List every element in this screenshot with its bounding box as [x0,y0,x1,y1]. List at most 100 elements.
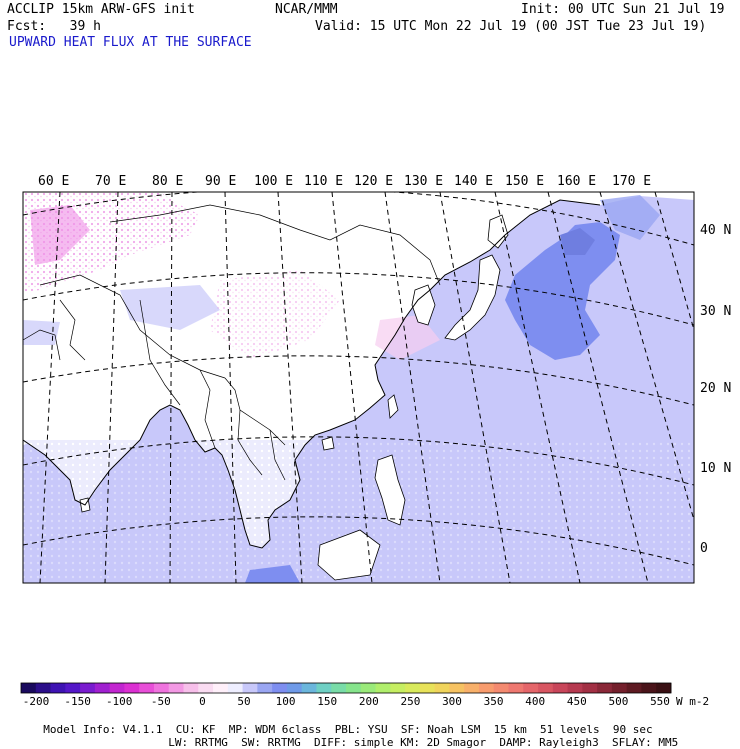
colorbar-swatch [286,683,303,693]
pacific-blue-ne [600,195,660,240]
colorbar-tick-label: 150 [317,695,337,708]
japan-island [444,254,501,341]
colorbar-swatch [626,683,642,693]
colorbar-swatch [641,683,657,693]
model-title: ACCLIP 15km ARW-GFS init [7,2,195,17]
asia-landmass [23,192,694,548]
colorbar-swatch [50,683,66,693]
graticule [23,192,694,583]
sf-scheme: SF: Noah LSM [400,723,481,736]
colorbar-swatch [35,683,51,693]
sflay-scheme: SFLAY: MM5 [612,736,679,749]
resolution: 15 km [493,723,527,736]
lon-label: 140 E [454,174,493,189]
colorbar-swatch [582,683,598,693]
colorbar-swatch [65,683,81,693]
colorbar-swatch [405,683,421,693]
colorbar-ticks: -200 -150 -100 -50 0 50 100 150 200 250 300 350 400 4… [23,695,670,708]
colorbar-swatch [523,683,539,693]
lat-label: 20 N [700,381,731,396]
field-title: UPWARD HEAT FLUX AT THE SURFACE [9,35,252,50]
lat-label: 0 [700,541,708,556]
footer-line2: LW: RRTMG SW: RRTMG DIFF: simple KM: 2D … [155,725,678,749]
lon-label: 170 E [612,174,651,189]
arabia-land [23,330,70,445]
diff-scheme: DIFF: simple [313,736,394,749]
colorbar-swatch [567,683,583,693]
valid-time: Valid: 15 UTC Mon 22 Jul 19 (00 JST Tue … [315,19,707,34]
lon-label: 100 E [254,174,293,189]
colorbar-swatch [346,683,362,693]
lon-label: 110 E [304,174,343,189]
colorbar-swatch [272,683,288,693]
timestep: 90 sec [612,723,653,736]
lw-scheme: LW: RRTMG [168,736,228,749]
colorbar-tick-label: -200 [23,695,50,708]
country-borders [23,204,441,481]
colorbar-tick-label: 550 [650,695,670,708]
colorbar-tick-label: -50 [151,695,171,708]
colorbar-swatches [21,683,672,693]
km-scheme: KM: 2D Smagor [400,736,487,749]
lon-labels: 60 E 70 E 80 E 90 E 100 E 110 E 120 E 13… [38,174,651,189]
colorbar-swatch [331,683,347,693]
colorbar-tick-label: 500 [608,695,628,708]
center-label: NCAR/MMM [275,2,338,17]
colorbar-tick-label: 300 [442,695,462,708]
colorbar-swatch [213,683,229,693]
colorbar-swatch [434,683,450,693]
colorbar-swatch [552,683,568,693]
colorbar-tick-label: 450 [567,695,587,708]
colorbar-swatch [375,683,391,693]
philippines-islands [374,454,406,526]
lon-label: 70 E [95,174,126,189]
lon-label: 80 E [152,174,183,189]
lat-labels: 40 N 30 N 20 N 10 N 0 [700,223,731,556]
colorbar-swatch [360,683,376,693]
colorbar-swatch [449,683,465,693]
colorbar-swatch [611,683,628,693]
footer-line1: Model Info: V4.1.1 CU: KF MP: WDM 6class… [30,712,653,736]
blue-flux-tibet [120,285,220,330]
colorbar-swatch [198,683,214,693]
colorbar-tick-label: -100 [106,695,133,708]
pbl-scheme: PBL: YSU [334,723,388,736]
pink-flux-core [30,205,90,265]
hokkaido-island [487,214,509,249]
colorbar-swatch [183,683,199,693]
colorbar-tick-label: 100 [276,695,296,708]
colorbar-swatch [508,683,524,693]
mp-scheme: MP: WDM 6class [228,723,322,736]
lon-label: 130 E [404,174,443,189]
colorbar-swatch [94,683,111,693]
colorbar-swatch [257,683,273,693]
hainan-island [321,436,335,451]
colorbar-swatch [390,683,406,693]
colorbar-tick-label: 50 [237,695,250,708]
model-version: Model Info: V4.1.1 [43,723,163,736]
lat-label: 10 N [700,461,731,476]
colorbar-swatch [227,683,243,693]
lon-label: 150 E [505,174,544,189]
lat-label: 30 N [700,304,731,319]
colorbar-swatch [464,683,480,693]
colorbar-tick-label: 400 [525,695,545,708]
forecast-hour: Fcst: 39 h [7,19,101,34]
colorbar-swatch [419,683,436,693]
damp-scheme: DAMP: Rayleigh3 [499,736,599,749]
colorbar-swatch [168,683,184,693]
levels: 51 levels [540,723,600,736]
sw-scheme: SW: RRTMG [241,736,301,749]
colorbar-tick-label: -150 [64,695,91,708]
blue-flux-west [23,320,60,345]
borneo-island [317,529,381,581]
colorbar-swatch [301,683,317,693]
cu-scheme: CU: KF [175,723,216,736]
korea-peninsula [411,284,436,326]
taiwan-island [387,394,399,419]
colorbar-swatch [316,683,332,693]
colorbar-frame [20,682,672,694]
lon-label: 60 E [38,174,69,189]
colorbar-tick-label: 0 [199,695,206,708]
